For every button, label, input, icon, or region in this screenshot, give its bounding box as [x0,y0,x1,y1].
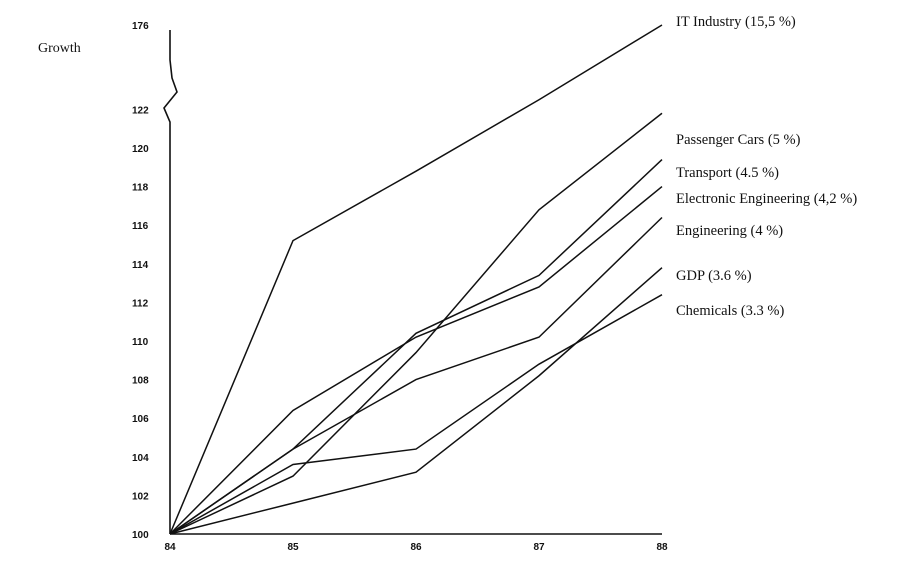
series-line [169,216,663,535]
series-label: Chemicals (3.3 %) [676,303,784,319]
x-tick-label: 86 [410,542,422,553]
y-tick-label: 120 [132,144,149,155]
y-tick-label: 100 [132,530,149,541]
series-line [169,186,663,535]
y-axis-line-with-break [163,30,178,534]
series-line [169,112,663,535]
series-labels: IT Industry (15,5 %) Passenger Cars (5 %)… [676,14,857,319]
y-axis-ticks: 100 102 104 106 108 110 112 114 116 118 120 122 176 [132,21,149,541]
x-tick-label: 87 [533,542,545,553]
series-line [169,294,663,535]
y-tick-label: 116 [132,221,149,232]
x-axis-ticks: 84 85 86 87 88 [164,542,668,553]
y-tick-label: 108 [132,376,149,387]
series-lines [169,24,663,535]
x-tick-label: 85 [287,542,299,553]
y-tick-label: 176 [132,21,149,32]
x-tick-label: 88 [656,542,668,553]
series-line [169,267,663,535]
y-tick-label: 102 [132,491,149,502]
y-tick-label: 104 [132,453,149,464]
series-label: Engineering (4 %) [676,223,783,239]
series-label: Electronic Engineering (4,2 %) [676,191,857,207]
y-axis-label: Growth [38,41,81,56]
series-label: IT Industry (15,5 %) [676,14,796,30]
y-tick-label: 110 [132,337,149,348]
x-tick-label: 84 [164,542,176,553]
y-tick-label: 106 [132,414,149,425]
axes [163,30,662,535]
series-line [169,24,663,535]
series-line [169,159,663,535]
y-tick-label: 118 [132,183,149,194]
series-label: Passenger Cars (5 %) [676,132,801,148]
y-tick-label: 114 [132,260,149,271]
y-tick-label: 112 [132,298,149,309]
series-label: Transport (4.5 %) [676,165,779,181]
series-label: GDP (3.6 %) [676,268,752,284]
y-tick-label: 122 [132,105,149,116]
